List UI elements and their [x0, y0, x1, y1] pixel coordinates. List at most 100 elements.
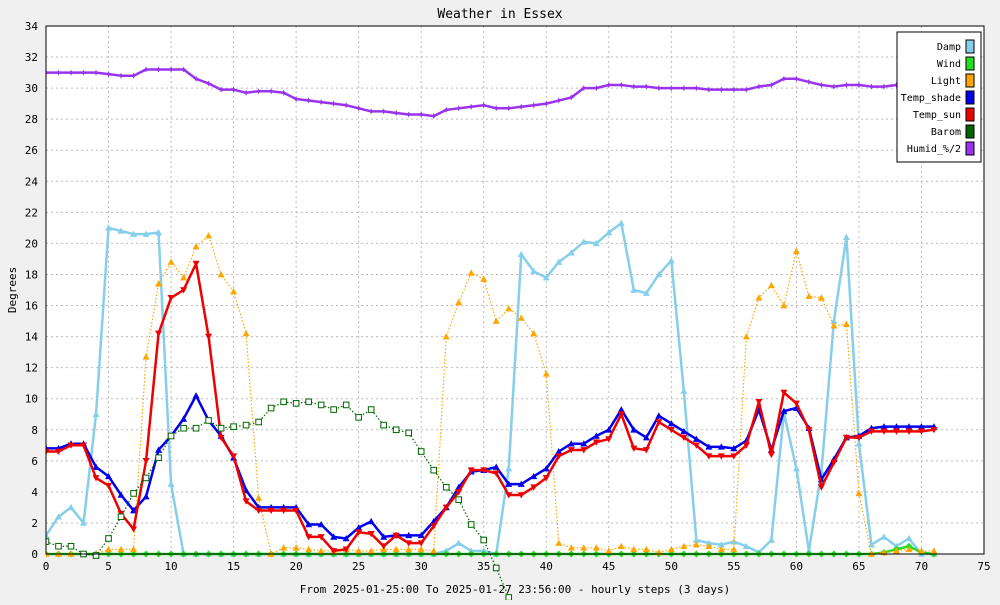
temp-sun-point-marker [655, 419, 663, 426]
barom-point-marker [417, 448, 425, 455]
humid-2-point-marker [493, 105, 500, 112]
temp-shade-point-marker [780, 407, 788, 414]
light-point-marker [155, 280, 163, 287]
legend-label-light: Light [931, 76, 961, 87]
light-point-marker [767, 281, 775, 289]
barom-point-marker [480, 536, 488, 544]
light-point-marker [530, 329, 538, 337]
temp-sun-point-marker [67, 442, 75, 449]
temp-sun-point-marker [817, 484, 825, 491]
temp-shade-point-marker [105, 472, 113, 480]
temp-shade-line [46, 394, 934, 540]
y-tick-label: 18 [25, 268, 38, 281]
temp-sun-point-marker [842, 434, 850, 442]
temp-sun-point-marker [567, 447, 575, 454]
light-point-marker [180, 274, 188, 281]
temp-sun-point-marker [730, 453, 738, 460]
barom-point-marker [105, 535, 112, 542]
temp-shade-point-marker [505, 480, 513, 487]
light-point-marker [492, 317, 500, 324]
temp-sun-point-marker [280, 507, 288, 515]
temp-sun-point-marker [80, 442, 88, 449]
x-tick-label: 5 [105, 560, 112, 573]
legend-swatch-temp-shade [965, 90, 975, 105]
humid-2-point-marker [830, 83, 837, 90]
y-tick-label: 30 [25, 82, 38, 95]
light-point-marker [817, 294, 825, 301]
temp-sun-point-marker [192, 260, 200, 268]
temp-sun-point-marker [605, 436, 613, 443]
damp-point-marker [680, 387, 688, 394]
barom-point-marker [317, 401, 325, 409]
barom-point-marker [55, 542, 62, 550]
light-point-marker [392, 545, 400, 553]
humid-2-point-marker [680, 85, 687, 92]
barom-point-marker [155, 454, 162, 462]
barom-point-marker [67, 542, 75, 550]
light-point-marker [555, 539, 563, 546]
temp-shade-point-marker [305, 520, 313, 528]
humid-2-point-marker [518, 103, 525, 110]
humid-2-point-marker [105, 71, 112, 78]
barom-point-marker [392, 426, 400, 434]
humid-2-point-marker [318, 99, 325, 106]
x-tick-label: 0 [43, 560, 50, 573]
damp-point-marker [580, 238, 588, 245]
light-point-marker [692, 541, 700, 548]
damp-point-marker [592, 239, 600, 247]
light-point-marker [217, 270, 225, 278]
temp-shade-point-marker [405, 531, 413, 539]
barom-point-marker [230, 423, 237, 430]
humid-2-point-marker [368, 108, 375, 115]
light-point-marker [667, 545, 675, 553]
humid-2-point-marker [668, 85, 675, 92]
light-point-marker [230, 288, 238, 295]
legend-swatch-damp [965, 39, 975, 54]
temp-shade-point-marker [880, 423, 888, 430]
light-point-marker [205, 232, 213, 239]
humid-2-point-marker [143, 66, 150, 73]
light-point-marker [430, 547, 438, 554]
light-point-marker [192, 243, 200, 250]
humid-2-point-marker [580, 85, 587, 92]
light-point-marker [367, 547, 375, 554]
humid-2-point-marker [730, 86, 737, 93]
light-point-marker [405, 545, 413, 553]
x-tick-label: 65 [852, 560, 865, 573]
light-point-marker [705, 542, 713, 550]
humid-2-point-marker [230, 86, 237, 93]
light-point-marker [792, 247, 800, 254]
temp-sun-point-marker [155, 330, 163, 337]
legend-label-temp-sun: Temp_sun [913, 110, 961, 121]
temp-shade-point-marker [917, 423, 925, 430]
light-point-marker [292, 544, 300, 551]
humid-2-point-marker [468, 103, 475, 110]
x-tick-label: 75 [977, 560, 990, 573]
humid-2-point-marker [68, 69, 75, 76]
temp-shade-point-marker [667, 420, 675, 427]
temp-shade-point-marker [492, 463, 500, 470]
humid-2-point-marker [280, 89, 287, 96]
barom-point-marker [492, 564, 500, 572]
damp-point-marker [742, 542, 750, 550]
temp-shade-point-marker [355, 524, 363, 531]
temp-sun-point-marker [217, 434, 225, 442]
temp-shade-point-marker [417, 531, 425, 539]
temp-sun-point-marker [542, 475, 550, 482]
damp-point-marker [80, 519, 88, 526]
barom-point-marker [92, 552, 100, 559]
humid-2-point-marker [55, 69, 62, 76]
y-tick-label: 22 [25, 206, 38, 219]
light-point-marker [517, 314, 525, 321]
light-point-marker [917, 547, 925, 554]
temp-sun-point-marker [867, 428, 875, 435]
temp-sun-point-marker [467, 467, 475, 474]
humid-2-point-marker [443, 106, 450, 113]
temp-shade-point-marker [617, 406, 625, 413]
damp-point-marker [155, 229, 163, 236]
light-point-marker [542, 370, 550, 377]
legend-swatch-humid-2 [965, 141, 975, 156]
humid-2-point-marker [868, 83, 875, 90]
barom-point-marker [267, 404, 275, 412]
y-tick-label: 14 [25, 331, 39, 344]
